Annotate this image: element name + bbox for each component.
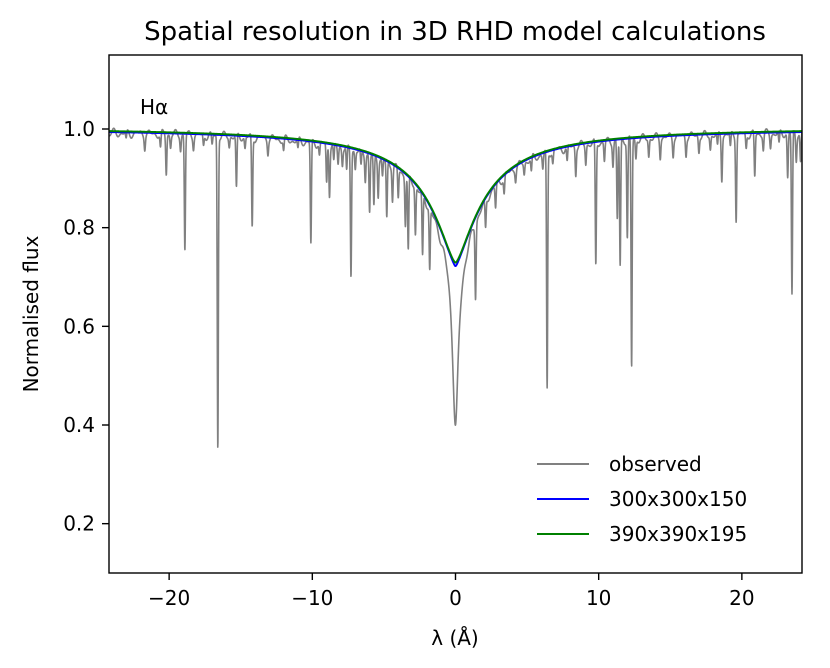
x-tick-label: −10	[291, 586, 333, 610]
y-tick-label: 0.4	[63, 413, 95, 437]
series-line-1	[109, 131, 802, 268]
x-axis-label: λ (Å)	[431, 626, 478, 650]
legend-label: 390x390x195	[609, 522, 747, 546]
series-layer	[109, 127, 802, 448]
x-axis: −20 −10 0 10 20	[148, 573, 755, 610]
y-tick-label: 1.0	[63, 117, 95, 141]
line-annotation: Hα	[140, 95, 168, 119]
x-tick-label: 10	[586, 586, 611, 610]
y-tick-label: 0.8	[63, 216, 95, 240]
legend: observed 300x300x150 390x390x195	[537, 452, 747, 546]
x-tick-label: 20	[729, 586, 754, 610]
x-tick-label: 0	[449, 586, 462, 610]
y-tick-label: 0.6	[63, 314, 95, 338]
y-tick-label: 0.2	[63, 512, 95, 536]
x-tick-label: −20	[148, 586, 190, 610]
legend-label: 300x300x150	[609, 487, 747, 511]
y-axis-label: Normalised flux	[19, 235, 43, 392]
y-axis: 0.2 0.4 0.6 0.8 1.0	[63, 117, 109, 536]
chart-title: Spatial resolution in 3D RHD model calcu…	[144, 17, 766, 47]
legend-label: observed	[609, 452, 702, 476]
series-line-0	[109, 127, 802, 448]
series-line-2	[109, 130, 802, 264]
